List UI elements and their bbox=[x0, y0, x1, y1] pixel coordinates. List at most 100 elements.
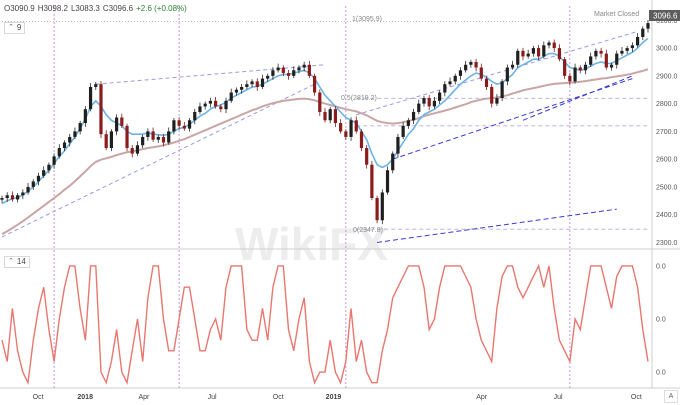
candle-body bbox=[411, 111, 416, 121]
candle-body bbox=[172, 120, 176, 132]
candle-body bbox=[260, 78, 265, 87]
candle-body bbox=[88, 86, 93, 110]
candle-body bbox=[234, 89, 239, 93]
candle-body bbox=[354, 120, 358, 132]
candle-body bbox=[630, 45, 634, 49]
candle-body bbox=[141, 136, 145, 146]
indicator-series bbox=[1, 263, 649, 386]
candle-body bbox=[26, 186, 30, 193]
candle-body bbox=[213, 100, 218, 107]
candle-body bbox=[453, 75, 457, 82]
candle-body bbox=[594, 50, 598, 57]
level-label-mid: 0.5(2819.2) bbox=[341, 95, 377, 102]
candle-body bbox=[510, 64, 515, 68]
candle-body bbox=[198, 106, 202, 112]
slow-moving-average-line bbox=[1, 68, 649, 235]
candle-body bbox=[135, 145, 140, 154]
candle-body bbox=[250, 81, 254, 85]
trendline bbox=[95, 64, 326, 85]
high-value: H3098.2 bbox=[37, 3, 68, 13]
trendlines bbox=[1, 30, 638, 243]
candle-body bbox=[635, 36, 640, 46]
market-status: Market Closed bbox=[594, 11, 639, 18]
candle-body bbox=[615, 53, 619, 65]
candle-body bbox=[573, 67, 577, 82]
candle-body bbox=[359, 131, 364, 149]
price-tick-label: 3000.0 bbox=[656, 46, 678, 53]
time-tick-label: Oct bbox=[33, 394, 44, 401]
ohlc-header: O3090.9 H3098.2 L3083.3 C3096.6 +2.6 (+0… bbox=[0, 0, 187, 16]
open-value: O3090.9 bbox=[4, 3, 35, 13]
watermark: WikiFX bbox=[235, 218, 388, 270]
candle-body bbox=[422, 98, 426, 104]
candle-body bbox=[490, 86, 494, 104]
candle-body bbox=[5, 195, 9, 199]
fast-moving-average-line bbox=[1, 37, 649, 205]
candle-body bbox=[224, 100, 228, 110]
candle-body bbox=[474, 61, 478, 68]
change-value: +2.6 (+0.08%) bbox=[136, 3, 187, 13]
low-value: L3083.3 bbox=[70, 3, 100, 13]
candle-body bbox=[568, 75, 572, 82]
level-label-low: 0(2347.8) bbox=[353, 227, 383, 234]
candle-body bbox=[500, 81, 504, 99]
indicator-pane-tag[interactable]: ⌃ 14 bbox=[4, 256, 30, 268]
candle-body bbox=[0, 198, 4, 200]
candle-body bbox=[349, 120, 353, 137]
candle-body bbox=[99, 84, 103, 135]
candle-body bbox=[286, 73, 291, 76]
time-tick-label: Apr bbox=[476, 394, 488, 401]
candle-body bbox=[328, 109, 332, 121]
candle-body bbox=[146, 131, 150, 137]
candle-body bbox=[609, 64, 614, 68]
indicator-tick-label: 0.0 bbox=[656, 370, 666, 377]
candle-body bbox=[557, 48, 562, 60]
time-tick-label: Jul bbox=[208, 394, 217, 401]
level-label-high: 1(3095.9) bbox=[352, 16, 382, 23]
candle-body bbox=[344, 131, 348, 137]
indicator-line bbox=[1, 263, 649, 386]
candle-body bbox=[68, 136, 72, 143]
candle-body bbox=[526, 53, 530, 57]
candle-body bbox=[219, 106, 223, 110]
candle-body bbox=[646, 23, 650, 29]
candle-body bbox=[396, 136, 400, 154]
candle-body bbox=[151, 131, 155, 140]
candle-body bbox=[563, 59, 567, 76]
candle-body bbox=[365, 148, 369, 165]
candle-body bbox=[547, 42, 551, 46]
price-tick-label: 3100.0 bbox=[656, 18, 678, 25]
gridlines bbox=[0, 0, 680, 389]
candle-body bbox=[380, 192, 384, 221]
candle-body bbox=[271, 70, 275, 76]
indicator-tick-label: 0.0 bbox=[656, 317, 666, 324]
last-price-box bbox=[649, 10, 680, 21]
price-tick-label: 2700.0 bbox=[656, 129, 678, 136]
axes: 2300.0 2400.0 2500.0 2600.0 2700.0 2800.0 2900… bbox=[33, 18, 678, 401]
candle-body bbox=[276, 67, 280, 71]
candle-body bbox=[401, 125, 405, 137]
candle-body bbox=[78, 123, 82, 132]
time-tick-label: 2019 bbox=[326, 394, 342, 401]
candle-body bbox=[187, 120, 192, 129]
candle-body bbox=[312, 75, 317, 93]
candle-body bbox=[109, 131, 114, 149]
candle-body bbox=[193, 111, 197, 121]
candle-body bbox=[297, 67, 301, 71]
candle-body bbox=[292, 70, 296, 76]
last-price-label: 3096.6 bbox=[653, 12, 678, 21]
candle-body bbox=[16, 195, 20, 200]
auto-scale-button[interactable]: A bbox=[664, 390, 678, 403]
candle-body bbox=[469, 61, 473, 65]
candle-body bbox=[318, 92, 322, 112]
candle-body bbox=[589, 56, 593, 65]
candle-body bbox=[62, 142, 67, 149]
candle-body bbox=[641, 28, 645, 37]
candle-body bbox=[375, 198, 379, 221]
candle-body bbox=[130, 148, 134, 154]
candle-body bbox=[542, 45, 546, 57]
candle-body bbox=[240, 86, 244, 90]
candle-body bbox=[120, 117, 124, 126]
price-pane-tag[interactable]: ⌃ 9 bbox=[4, 22, 26, 34]
